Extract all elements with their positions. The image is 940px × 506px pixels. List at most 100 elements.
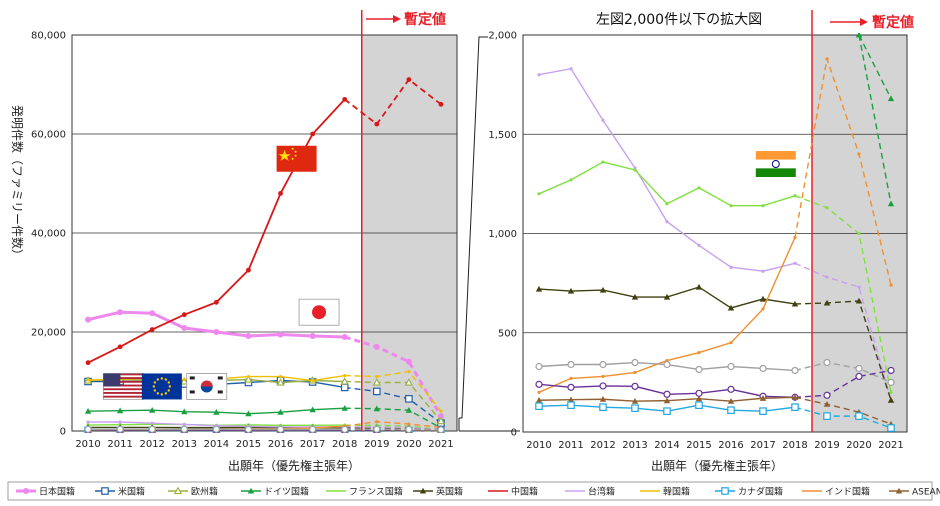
data-point xyxy=(727,385,735,393)
data-point xyxy=(373,343,380,350)
x-tick-label: 2019 xyxy=(814,440,839,451)
data-point xyxy=(567,396,575,403)
data-point xyxy=(311,378,315,383)
us-flag-icon xyxy=(103,373,144,400)
data-point xyxy=(405,395,413,403)
data-point xyxy=(244,375,253,383)
legend-label: フランス国籍 xyxy=(349,486,403,498)
data-point xyxy=(663,390,671,398)
data-point xyxy=(793,194,797,198)
y-tick-label: 1,000 xyxy=(488,229,517,240)
data-point xyxy=(887,95,895,102)
data-point xyxy=(599,382,607,390)
data-point xyxy=(373,405,380,412)
data-point xyxy=(84,425,92,433)
y-tick-label: 80,000 xyxy=(31,31,66,42)
series-line-provisional-jp xyxy=(344,335,443,417)
x-tick-label: 2012 xyxy=(139,439,164,450)
series-line-provisional-cn xyxy=(344,78,442,126)
x-tick-label: 2021 xyxy=(428,439,453,450)
data-point xyxy=(759,407,767,415)
series-line-provisional-other xyxy=(794,361,892,384)
data-point xyxy=(213,408,220,415)
legend-label: カナダ国籍 xyxy=(738,486,783,498)
x-tick-label: 2015 xyxy=(236,439,261,450)
x-tick-label: 2010 xyxy=(526,440,551,451)
x-tick-label: 2011 xyxy=(107,439,132,450)
flags xyxy=(103,145,796,400)
legend-label: 英国籍 xyxy=(436,486,463,498)
data-point xyxy=(825,57,829,61)
data-point xyxy=(375,420,379,424)
data-point xyxy=(86,378,90,382)
data-point xyxy=(405,407,413,413)
connector-line xyxy=(459,36,488,419)
data-point xyxy=(116,425,124,433)
legend-marker xyxy=(419,487,427,494)
data-point xyxy=(84,408,92,414)
data-point xyxy=(697,186,701,190)
data-point xyxy=(695,401,703,410)
data-point xyxy=(823,412,831,420)
data-point xyxy=(149,310,156,317)
data-point xyxy=(404,378,414,386)
legend-label: 台湾籍 xyxy=(588,486,615,498)
data-point xyxy=(823,358,831,367)
data-point xyxy=(825,206,829,210)
legend-label: 中国籍 xyxy=(511,486,538,498)
data-point xyxy=(855,297,863,304)
x-tick-label: 2011 xyxy=(558,440,583,451)
legend-label: 欧州籍 xyxy=(191,486,218,498)
data-point xyxy=(182,422,186,427)
data-point xyxy=(761,204,765,208)
data-point xyxy=(182,377,186,382)
data-point xyxy=(276,425,285,433)
x-tick-label: 2020 xyxy=(846,440,871,451)
data-point xyxy=(246,374,251,379)
series-cn xyxy=(85,77,444,366)
data-point xyxy=(439,409,443,413)
data-point xyxy=(633,370,637,375)
data-point xyxy=(663,397,671,404)
legend-marker xyxy=(721,487,729,495)
legend-item-kr: 韓国籍 xyxy=(640,486,690,498)
series-jp xyxy=(85,309,444,420)
provisional-label-left: 暫定値 xyxy=(404,11,446,28)
legend-item-jp: 日本国籍 xyxy=(16,486,75,498)
data-point xyxy=(309,406,316,413)
data-point xyxy=(791,403,799,411)
data-point xyxy=(340,377,349,385)
data-point xyxy=(727,398,735,404)
provisional-marker-right: 暫定値 xyxy=(830,14,914,31)
y-tick-label: 60,000 xyxy=(31,130,66,141)
data-point xyxy=(665,219,669,224)
data-point xyxy=(631,398,639,404)
data-point xyxy=(407,370,411,374)
data-point xyxy=(535,397,543,403)
data-point xyxy=(372,378,381,386)
data-point xyxy=(695,389,703,397)
data-point xyxy=(340,383,349,392)
data-point xyxy=(889,283,893,287)
data-point xyxy=(149,407,156,413)
data-point xyxy=(727,406,735,414)
right-chart-title: 左図2,000件以下の拡大図 xyxy=(596,12,762,28)
data-point xyxy=(567,401,575,410)
data-point xyxy=(405,425,413,433)
x-tick-label: 2019 xyxy=(364,439,389,450)
series-asean xyxy=(535,394,895,427)
data-point xyxy=(887,366,895,375)
data-point xyxy=(855,33,863,38)
legend-item-us: 米国籍 xyxy=(95,486,145,498)
data-point xyxy=(695,395,703,402)
legend-item-fr: フランス国籍 xyxy=(326,486,403,498)
series-line-provisional-asean xyxy=(794,396,892,425)
legend-label: ドイツ国籍 xyxy=(264,486,309,498)
data-point xyxy=(791,394,799,400)
series-line-provisional-in xyxy=(794,58,892,286)
series-line-provisional-fr xyxy=(344,424,442,431)
data-point xyxy=(569,67,573,71)
data-point xyxy=(887,378,895,386)
data-point xyxy=(406,77,412,82)
